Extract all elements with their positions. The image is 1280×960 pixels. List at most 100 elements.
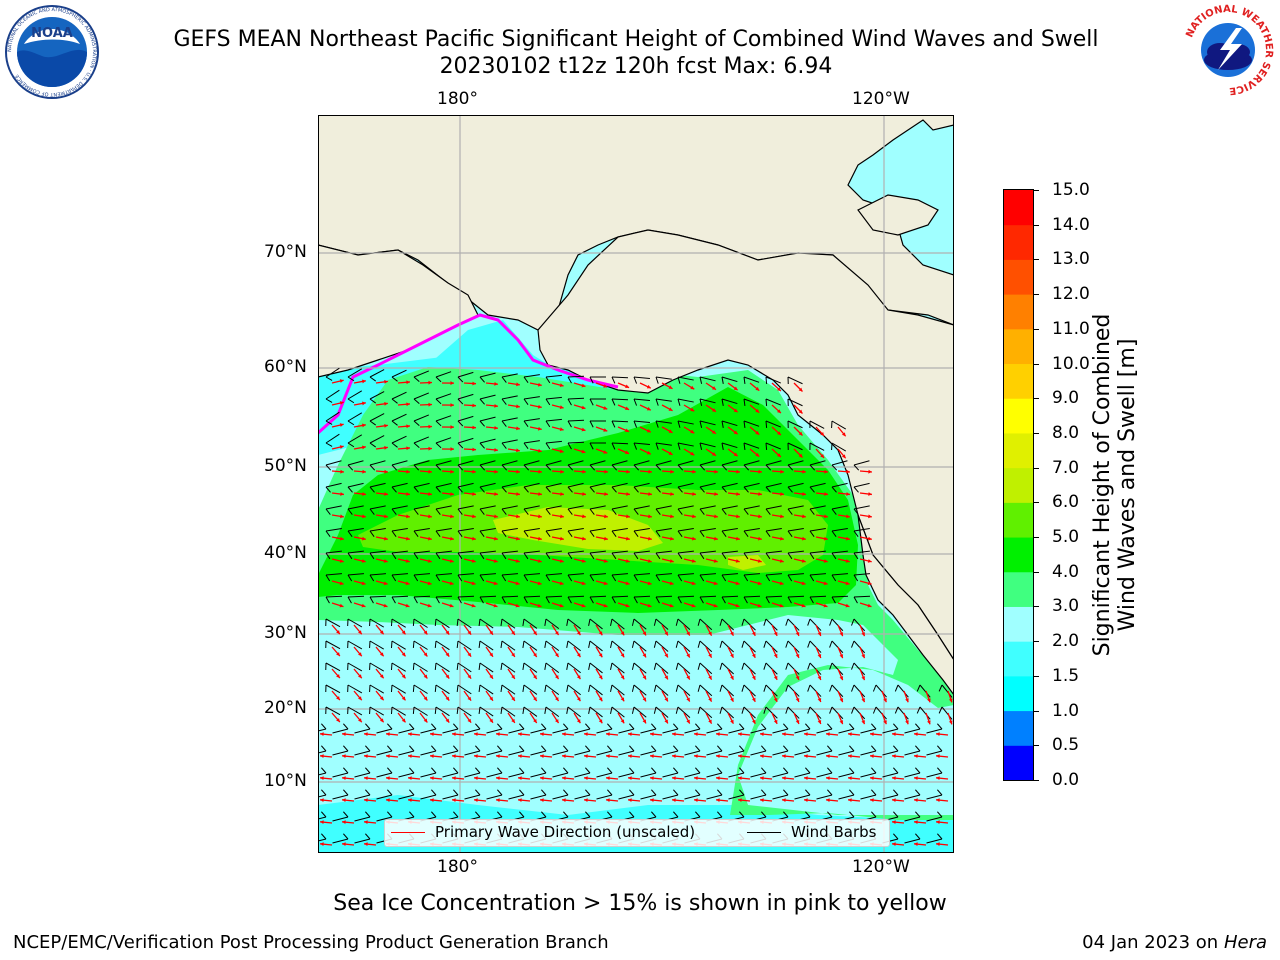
wind-barb-feather [937,723,943,730]
wind-barb [523,418,540,422]
wave-direction-arrowhead [936,842,940,847]
wind-barb-feather [938,684,943,692]
wind-barb-feather [717,745,723,752]
wind-barb [369,618,385,628]
wind-barb-feather [325,552,331,560]
wind-barb-feather [435,596,440,604]
wind-barb-feather [853,530,859,537]
wave-direction-arrowhead [867,603,872,608]
wind-barb [435,505,452,510]
wind-barb-feather [479,530,485,537]
wind-barb [853,706,866,720]
wind-barb [596,772,613,778]
wave-direction-arrowhead [848,798,852,803]
wind-barb [523,662,538,673]
wind-barb-feather [853,574,859,582]
wind-barb-feather [413,596,418,604]
wind-barb [442,772,459,778]
wind-barb [772,794,789,800]
wind-barb [369,573,386,576]
wind-barb [743,528,760,532]
wave-direction-arrowhead [494,469,498,474]
wind-barb [787,376,803,385]
wave-direction-arrowhead [804,776,808,781]
wind-barb-feather [523,420,529,427]
chart-title: GEFS MEAN Northeast Pacific Significant … [173,27,1099,52]
wave-direction-arrowhead [716,776,720,781]
wind-barb-feather [805,723,811,730]
wind-barb [633,442,650,446]
wind-barb-feather [717,811,723,818]
wind-barb-feather [409,745,415,752]
wind-barb-feather [325,574,331,582]
wind-barb [596,750,613,756]
wind-barb [794,728,811,734]
wind-barb [787,684,800,697]
wave-direction-arrowhead [604,469,608,474]
wind-barb-feather [457,596,462,604]
wind-barb [369,435,385,444]
colorbar-tick-label: 14.0 [1052,214,1090,235]
wind-barb [501,706,516,717]
wind-barb [435,460,452,466]
wave-direction-arrowhead [361,401,366,406]
wave-direction-arrowhead [892,842,896,847]
wind-barb [919,684,931,698]
wind-barb-feather [567,574,573,582]
wind-barb [809,573,826,576]
wave-direction-arrowhead [716,732,720,737]
wind-barb [376,816,393,822]
colorbar-tick-label: 0.5 [1052,735,1080,756]
wave-direction-arrowhead [646,406,651,411]
wind-barb [391,640,406,650]
wind-barb-feather [675,640,679,648]
wave-direction-arrowhead [358,696,362,701]
wind-barb [435,662,450,673]
wind-barb-feather [785,662,789,670]
wave-direction-arrowhead [537,581,542,586]
wind-barb [457,662,472,673]
wave-direction-arrowhead [559,559,564,563]
wave-direction-arrowhead [467,674,472,679]
wind-barb [655,442,672,446]
wind-barb-feather [695,767,701,774]
wind-barb-feather [743,574,749,582]
wind-barb-feather [365,745,371,752]
wind-barb-feather [611,376,616,384]
wind-barb-feather [523,530,529,537]
wind-barb-feather [343,789,349,796]
wind-barb-feather [325,398,333,403]
wind-barb-feather [456,684,459,693]
wind-barb [772,772,789,778]
wave-direction-arrowhead [773,697,778,702]
wave-direction-arrowhead [423,652,428,657]
wind-barb-feather [849,767,855,774]
wave-direction-arrowhead [755,408,760,413]
wind-barb-feather [651,789,657,796]
wind-barb [596,728,613,734]
wind-barb-feather [677,420,681,428]
wind-barb-feather [566,684,569,692]
wind-barb-feather [501,398,507,405]
wind-barb [655,505,672,510]
wind-barb [567,482,584,488]
wind-barb-feather [633,376,638,384]
wave-direction-arrowhead [650,754,654,759]
wave-direction-arrowhead [405,536,410,541]
wave-direction-arrowhead [493,559,498,563]
wind-barb [721,573,738,576]
wave-direction-arrowhead [364,820,368,825]
wind-barb [413,392,429,400]
wind-barb-feather [497,789,503,796]
wave-direction-arrowhead [449,559,454,563]
wind-barb-feather [545,552,551,560]
wind-barb [457,618,472,629]
wind-barb [347,550,364,554]
wave-direction-arrowhead [584,776,588,781]
wind-barb [677,460,694,466]
wind-barb [706,772,723,778]
wind-barb [501,417,518,422]
wind-barb-feather [563,811,569,818]
wind-barb [633,662,647,674]
wave-direction-arrowhead [405,559,410,563]
